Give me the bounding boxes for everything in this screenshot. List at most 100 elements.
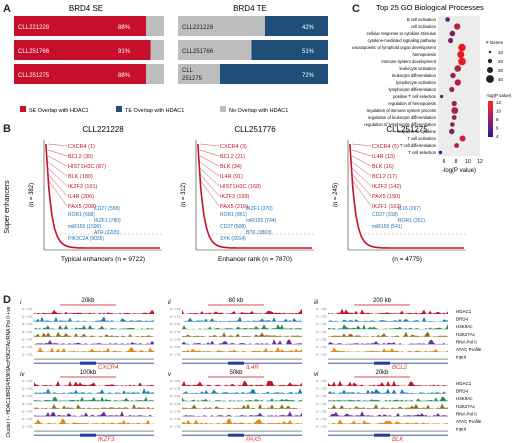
panel-d-scale-label: 20kb [375,370,389,376]
panel-b-blue-label: ATR (3205) [94,230,120,236]
panel-b-red-leader [351,179,372,207]
panel-b-red-label: IL4R (206) [68,194,94,200]
panel-d-range-label: [0 - 170] [316,315,326,319]
panel-c-category-label: T cell differentiation [400,143,437,148]
panel-d-range-label: [0 - 170] [170,409,180,413]
panel-b-blue-label: miR155 (1590) [68,224,101,230]
panel-d-range-label: [0 - 170] [22,307,32,311]
panel-c-category-label: positive T cell selection [393,94,437,99]
panel-b-blue-label: CD27 (508) [220,224,246,230]
panel-d-track-label: Input [456,355,467,360]
panel-b-red-label: CXCR4 (3) [220,144,247,150]
panel-b-red-leader [199,179,220,207]
panel-d-track-signal [182,358,302,360]
panel-c-dot [450,122,455,127]
panel-letter-c: C [352,3,360,15]
panel-c-dot [454,65,462,72]
panel-d-locus-num: v [168,372,172,378]
panel-a-pct-label: 51% [302,49,315,55]
panel-a-group-title: BRD4 SE [69,4,103,13]
panel-b-red-label: BCL2 (17) [372,174,397,180]
panel-c-category-label: leukocyte activation [399,66,436,71]
panel-c-color-bar [488,101,493,137]
panel-d-track-signal [328,347,448,352]
panel-d-range-label: [0 - 170] [22,402,32,406]
panel-b-blue-label: IL16 (267) [398,206,421,212]
panel-b-red-leader [199,155,220,167]
panel-b-blue-label: IKZF1 (370) [246,206,273,212]
panel-d-track-signal [182,397,302,402]
panel-c-dot [450,72,456,79]
panel-d-track-signal [34,309,154,314]
panel-a-bar-segment [146,64,164,84]
panel-c-category-label: regulation of lymphocyte differentiation [364,122,436,127]
panel-b-red-label: BLK (34) [220,164,242,170]
panel-c-plot-bg [438,16,480,156]
panel-c-size-legend-dot [487,58,493,64]
panel-d-range-label: [0 - 170] [22,379,32,383]
panel-b-red-leader [47,155,68,167]
panel-d-range-label: [0 - 170] [316,345,326,349]
panel-d-track-signal [34,316,154,322]
panel-d-range-label: [0 - 170] [316,402,326,406]
panel-d-track-label: HDAC1 [456,309,472,314]
panel-d-scale-label: 100kb [80,370,97,376]
panel-c-category-label: B cell activation [407,17,437,22]
panel-b-red-label: HIST1H3C (168) [220,184,261,190]
panel-c-category-label: lymphocyte activation [396,80,437,85]
panel-d-track-signal [182,388,302,394]
panel-a-legend-label: TE Overlap with HDAC1 [125,108,184,114]
panel-b-blue-label: CD27 (318) [372,212,398,218]
panel-d-track-signal [328,388,448,394]
panel-letter-d: D [3,294,11,306]
panel-c-category-label: lymphocyte differentiation [389,87,437,92]
panel-c-category-label: T cell activation [407,136,436,141]
panel-letter-a: A [3,3,11,15]
panel-d-track-signal [182,316,302,322]
panel-d-track-signal [182,411,302,417]
panel-d-gene-name: CXCR4 [98,365,119,371]
panel-d-track-signal [182,380,302,386]
panel-b-plot-xlabel: (n = 4775) [392,256,422,263]
panel-d-gene-exon [228,433,244,437]
panel-d-range-label: [0 - 170] [22,315,32,319]
panel-c-size-legend-label: 30 [498,68,504,73]
panel-b-red-label: BLK (180) [68,174,93,180]
panel-c-xtick: 8 [455,159,458,165]
panel-d-gene-name: BLK [392,437,404,443]
panel-d-ylabel: Cluster I - HDAC1/BRD4/H3K9Ac/H3K27Ac/RN… [6,306,12,437]
panel-d-range-label: [0 - 170] [316,353,326,357]
panel-b-red-label: BLK (16) [372,164,394,170]
panel-c-size-legend-dot [488,50,492,54]
panel-c-size-legend-label: 20 [498,59,504,64]
panel-a-legend-label: SE Overlap with HDAC1 [29,108,89,114]
panel-d-track-signal [328,380,448,386]
panel-b-red-leader [351,173,372,197]
panel-b-red-leader [199,161,220,177]
panel-c-dot [454,143,460,148]
panel-c-go-dotplot: Top 25 GO Biological Processes B cell act… [352,3,512,174]
panel-c-category-label: hemopoiesis [412,52,436,57]
panel-b-blue-label: miR155 (744) [246,218,277,224]
panel-b-plot-ylabel: (n = 312) [181,183,187,207]
panel-c-xtick: 10 [465,159,471,165]
panel-d-gene-exon [80,361,96,365]
panel-d-range-label: [0 - 170] [170,394,180,398]
panel-b-red-label: PAX5 (208) [68,204,96,210]
panel-d-range-label: [0 - 170] [170,345,180,349]
panel-a-pct-label: 91% [118,49,131,55]
panel-d-range-label: [0 - 170] [316,417,326,421]
panel-d-track-signal [34,331,154,337]
panel-d-track-signal [34,396,154,402]
panel-a-bar-segment [178,16,265,36]
panel-d-scale-label: 20kb [81,298,95,304]
panel-d-range-label: [0 - 170] [170,379,180,383]
panel-b-plot-ylabel: (n = 382) [29,183,35,207]
panel-d-track-signal [328,358,448,360]
panel-b-red-label: IKZF3 (191) [68,184,98,190]
panel-d-range-label: [0 - 170] [22,409,32,413]
panel-b-red-label: IKZF1 (163) [372,204,402,210]
panel-d-track-label: RNA Pol II [456,339,477,344]
panel-d-locus-num: i [20,300,22,306]
panel-d-track-signal [182,418,302,424]
